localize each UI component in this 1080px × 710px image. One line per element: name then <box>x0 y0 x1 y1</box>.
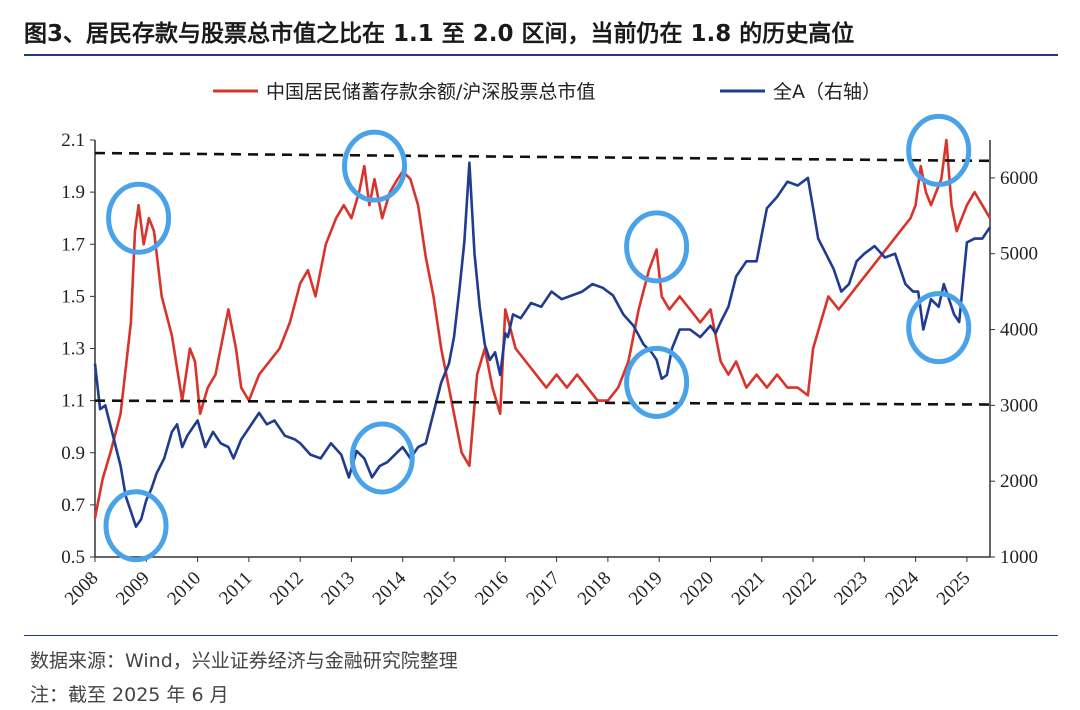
x-tick-label: 2011 <box>215 568 256 609</box>
y-left-tick-label: 1.1 <box>61 391 85 412</box>
highlight-circle-3 <box>349 421 415 495</box>
axes <box>90 139 995 562</box>
highlight-circle-6 <box>906 113 972 187</box>
y-right-tick-label: 2000 <box>1000 471 1038 492</box>
highlight-circle-0 <box>106 181 172 255</box>
y-right-tick-label: 6000 <box>1000 168 1038 189</box>
footnote: 注：截至 2025 年 6 月 <box>30 684 229 706</box>
y-left-tick-label: 0.7 <box>61 495 85 516</box>
y-left-tick-label: 1.3 <box>61 339 85 360</box>
highlight-circle-1 <box>103 489 169 563</box>
y-right-tick-label: 4000 <box>1000 320 1038 341</box>
legend-label-all-a: 全A（右轴） <box>773 81 881 103</box>
highlight-circle-5 <box>624 345 690 419</box>
x-tick-label: 2018 <box>574 568 616 610</box>
series-lines <box>93 138 992 529</box>
chart-title: 图3、居民存款与股票总市值之比在 1.1 至 2.0 区间，当前仍在 1.8 的… <box>24 21 855 47</box>
y-right-tick-label: 3000 <box>1000 395 1038 416</box>
series-line-1 <box>93 161 992 529</box>
x-tick-label: 2020 <box>676 568 718 610</box>
x-tick-label: 2024 <box>881 567 923 609</box>
title-divider <box>24 54 1058 56</box>
y-right-tick-label: 1000 <box>1000 547 1038 568</box>
x-tick-label: 2019 <box>625 568 667 610</box>
y-left-tick-label: 1.5 <box>61 286 85 307</box>
reference-line-1 <box>94 399 991 406</box>
x-tick-label: 2013 <box>317 568 359 610</box>
reference-line-0 <box>94 151 991 163</box>
legend: 中国居民储蓄存款余额/沪深股票总市值 全A（右轴） <box>213 81 881 103</box>
highlight-circle-2 <box>342 129 408 203</box>
footer-divider <box>24 635 1058 636</box>
x-tick-label: 2010 <box>163 568 205 610</box>
data-source: 数据来源：Wind，兴业证券经济与金融研究院整理 <box>30 650 458 672</box>
y-left-tick-label: 1.7 <box>61 234 85 255</box>
legend-label-ratio: 中国居民储蓄存款余额/沪深股票总市值 <box>266 81 595 103</box>
x-tick-label: 2017 <box>522 568 564 610</box>
y-left-tick-label: 0.5 <box>61 547 85 568</box>
annotations <box>94 113 991 563</box>
x-tick-label: 2016 <box>471 568 513 610</box>
y-right-tick-label: 5000 <box>1000 244 1038 265</box>
tick-labels: 0.5 0.7 0.9 1.1 1.3 1.5 1.7 1.9 2.1 1000 2000 3000 4… <box>61 130 1038 609</box>
x-tick-label: 2015 <box>420 568 462 610</box>
x-tick-label: 2014 <box>369 567 411 609</box>
x-tick-label: 2021 <box>728 568 770 610</box>
x-tick-label: 2009 <box>112 568 154 610</box>
chart: 中国居民储蓄存款余额/沪深股票总市值 全A（右轴） 0.5 0.7 0.9 1.1 1.… <box>61 81 1038 609</box>
x-tick-label: 2023 <box>830 568 872 610</box>
x-tick-label: 2025 <box>933 568 975 610</box>
x-tick-label: 2022 <box>779 568 821 610</box>
y-left-tick-label: 0.9 <box>61 443 85 464</box>
x-tick-label: 2008 <box>61 568 103 610</box>
highlight-circle-7 <box>906 291 972 365</box>
highlight-circle-4 <box>624 210 690 284</box>
x-tick-label: 2012 <box>266 568 308 610</box>
series-line-0 <box>93 138 992 519</box>
y-left-tick-label: 2.1 <box>61 130 85 151</box>
y-left-tick-label: 1.9 <box>61 182 85 203</box>
